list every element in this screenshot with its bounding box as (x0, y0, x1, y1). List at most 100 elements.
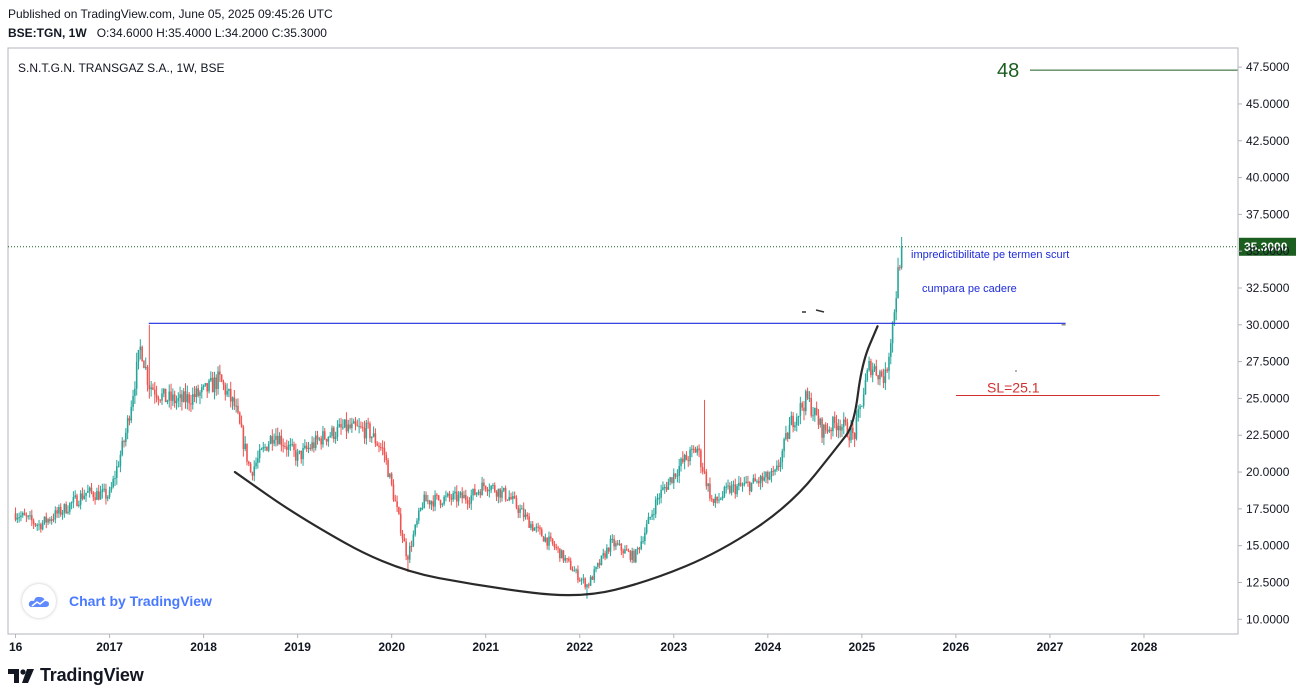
candle (806, 387, 809, 401)
candle-body (674, 473, 677, 477)
candle (515, 495, 518, 510)
candle-body (716, 496, 718, 501)
stray-dot (1015, 370, 1017, 372)
candle-body (625, 549, 628, 551)
candle-body (618, 543, 621, 545)
candle-body (115, 466, 118, 478)
candle-body (278, 435, 281, 445)
candle (81, 487, 84, 501)
candle (278, 432, 281, 445)
candle (550, 532, 552, 542)
candle-body (817, 415, 820, 425)
candle (115, 459, 118, 485)
candle-body (173, 394, 176, 404)
candle (750, 482, 753, 493)
last-price-label-bg (1239, 237, 1296, 256)
candle (117, 461, 120, 468)
candle-body (181, 394, 183, 402)
candle-body (342, 427, 344, 429)
candle (801, 401, 803, 411)
candle (432, 495, 435, 512)
candle-body (369, 423, 371, 439)
candle (466, 496, 469, 510)
candle-body (177, 398, 180, 401)
candle (260, 447, 263, 451)
candle (841, 423, 843, 438)
chart-by-tradingview-badge[interactable]: Chart by TradingView (22, 584, 212, 618)
candle-body (340, 424, 342, 428)
time-axis[interactable]: 16 2017 2018 2019 2020 2021 2022 2023 2024 2025 20… (9, 634, 1158, 654)
candle (336, 420, 339, 441)
candle (613, 535, 615, 551)
candle-body (352, 421, 355, 424)
candle-body (123, 440, 125, 443)
candle-body (126, 418, 129, 433)
candle-body (645, 523, 648, 533)
tradingview-footer-logo[interactable]: TradingView (8, 665, 144, 686)
candle-body (656, 498, 659, 500)
candle-body (521, 508, 523, 510)
candle (483, 478, 485, 491)
candle-body (148, 384, 151, 390)
candle-body (49, 519, 51, 521)
candle-body (119, 454, 122, 467)
candle (794, 421, 796, 431)
candle-body (636, 548, 639, 550)
candle-body (21, 512, 24, 516)
price-tick-label: 12.5000 (1246, 575, 1290, 589)
candle (374, 428, 377, 447)
candle (886, 367, 888, 373)
candle-body (587, 584, 590, 586)
candle-body (696, 448, 699, 453)
candle (434, 490, 436, 512)
candle-body (600, 555, 603, 565)
candle-body (539, 527, 541, 530)
candle (600, 555, 603, 566)
candle-body (736, 486, 738, 495)
candle-body (461, 492, 463, 499)
candle-body (365, 422, 368, 439)
candle-body (797, 415, 800, 418)
candle (736, 483, 738, 498)
candle (546, 537, 548, 550)
candle (730, 481, 733, 496)
candle (401, 530, 404, 544)
candle-body (347, 424, 350, 432)
candle-body (508, 496, 511, 501)
candle-body (244, 443, 246, 450)
target-label: 48 (997, 60, 1019, 82)
candle (184, 383, 187, 409)
candle (390, 472, 393, 487)
candle-body (285, 446, 288, 450)
candle (450, 494, 453, 506)
candle (141, 345, 143, 362)
candle-body (504, 488, 507, 500)
candle (43, 516, 46, 525)
candle (875, 359, 878, 377)
candle (884, 362, 887, 390)
candle-body (859, 406, 861, 410)
candle-body (719, 498, 722, 500)
price-axis[interactable]: 10.0000 12.5000 15.0000 17.5000 20.0000 22.50… (1237, 48, 1290, 634)
candle-body (515, 498, 518, 508)
candle-body (257, 458, 259, 463)
candle (18, 512, 20, 523)
candle (609, 535, 612, 557)
tradingview-footer-text: TradingView (40, 665, 144, 685)
candle (880, 369, 883, 378)
candle-body (602, 553, 605, 556)
candle-body (193, 394, 196, 397)
candle (363, 420, 366, 444)
candle (85, 492, 87, 502)
candle-body (430, 501, 433, 505)
candle (759, 474, 762, 490)
candle (358, 417, 360, 434)
price-tick-label: 17.5000 (1246, 502, 1290, 516)
candle (403, 533, 406, 542)
candle-body (562, 550, 565, 561)
candle-body (703, 471, 706, 473)
candle-body (685, 454, 688, 461)
candle-body (475, 492, 478, 495)
candle (190, 394, 192, 412)
